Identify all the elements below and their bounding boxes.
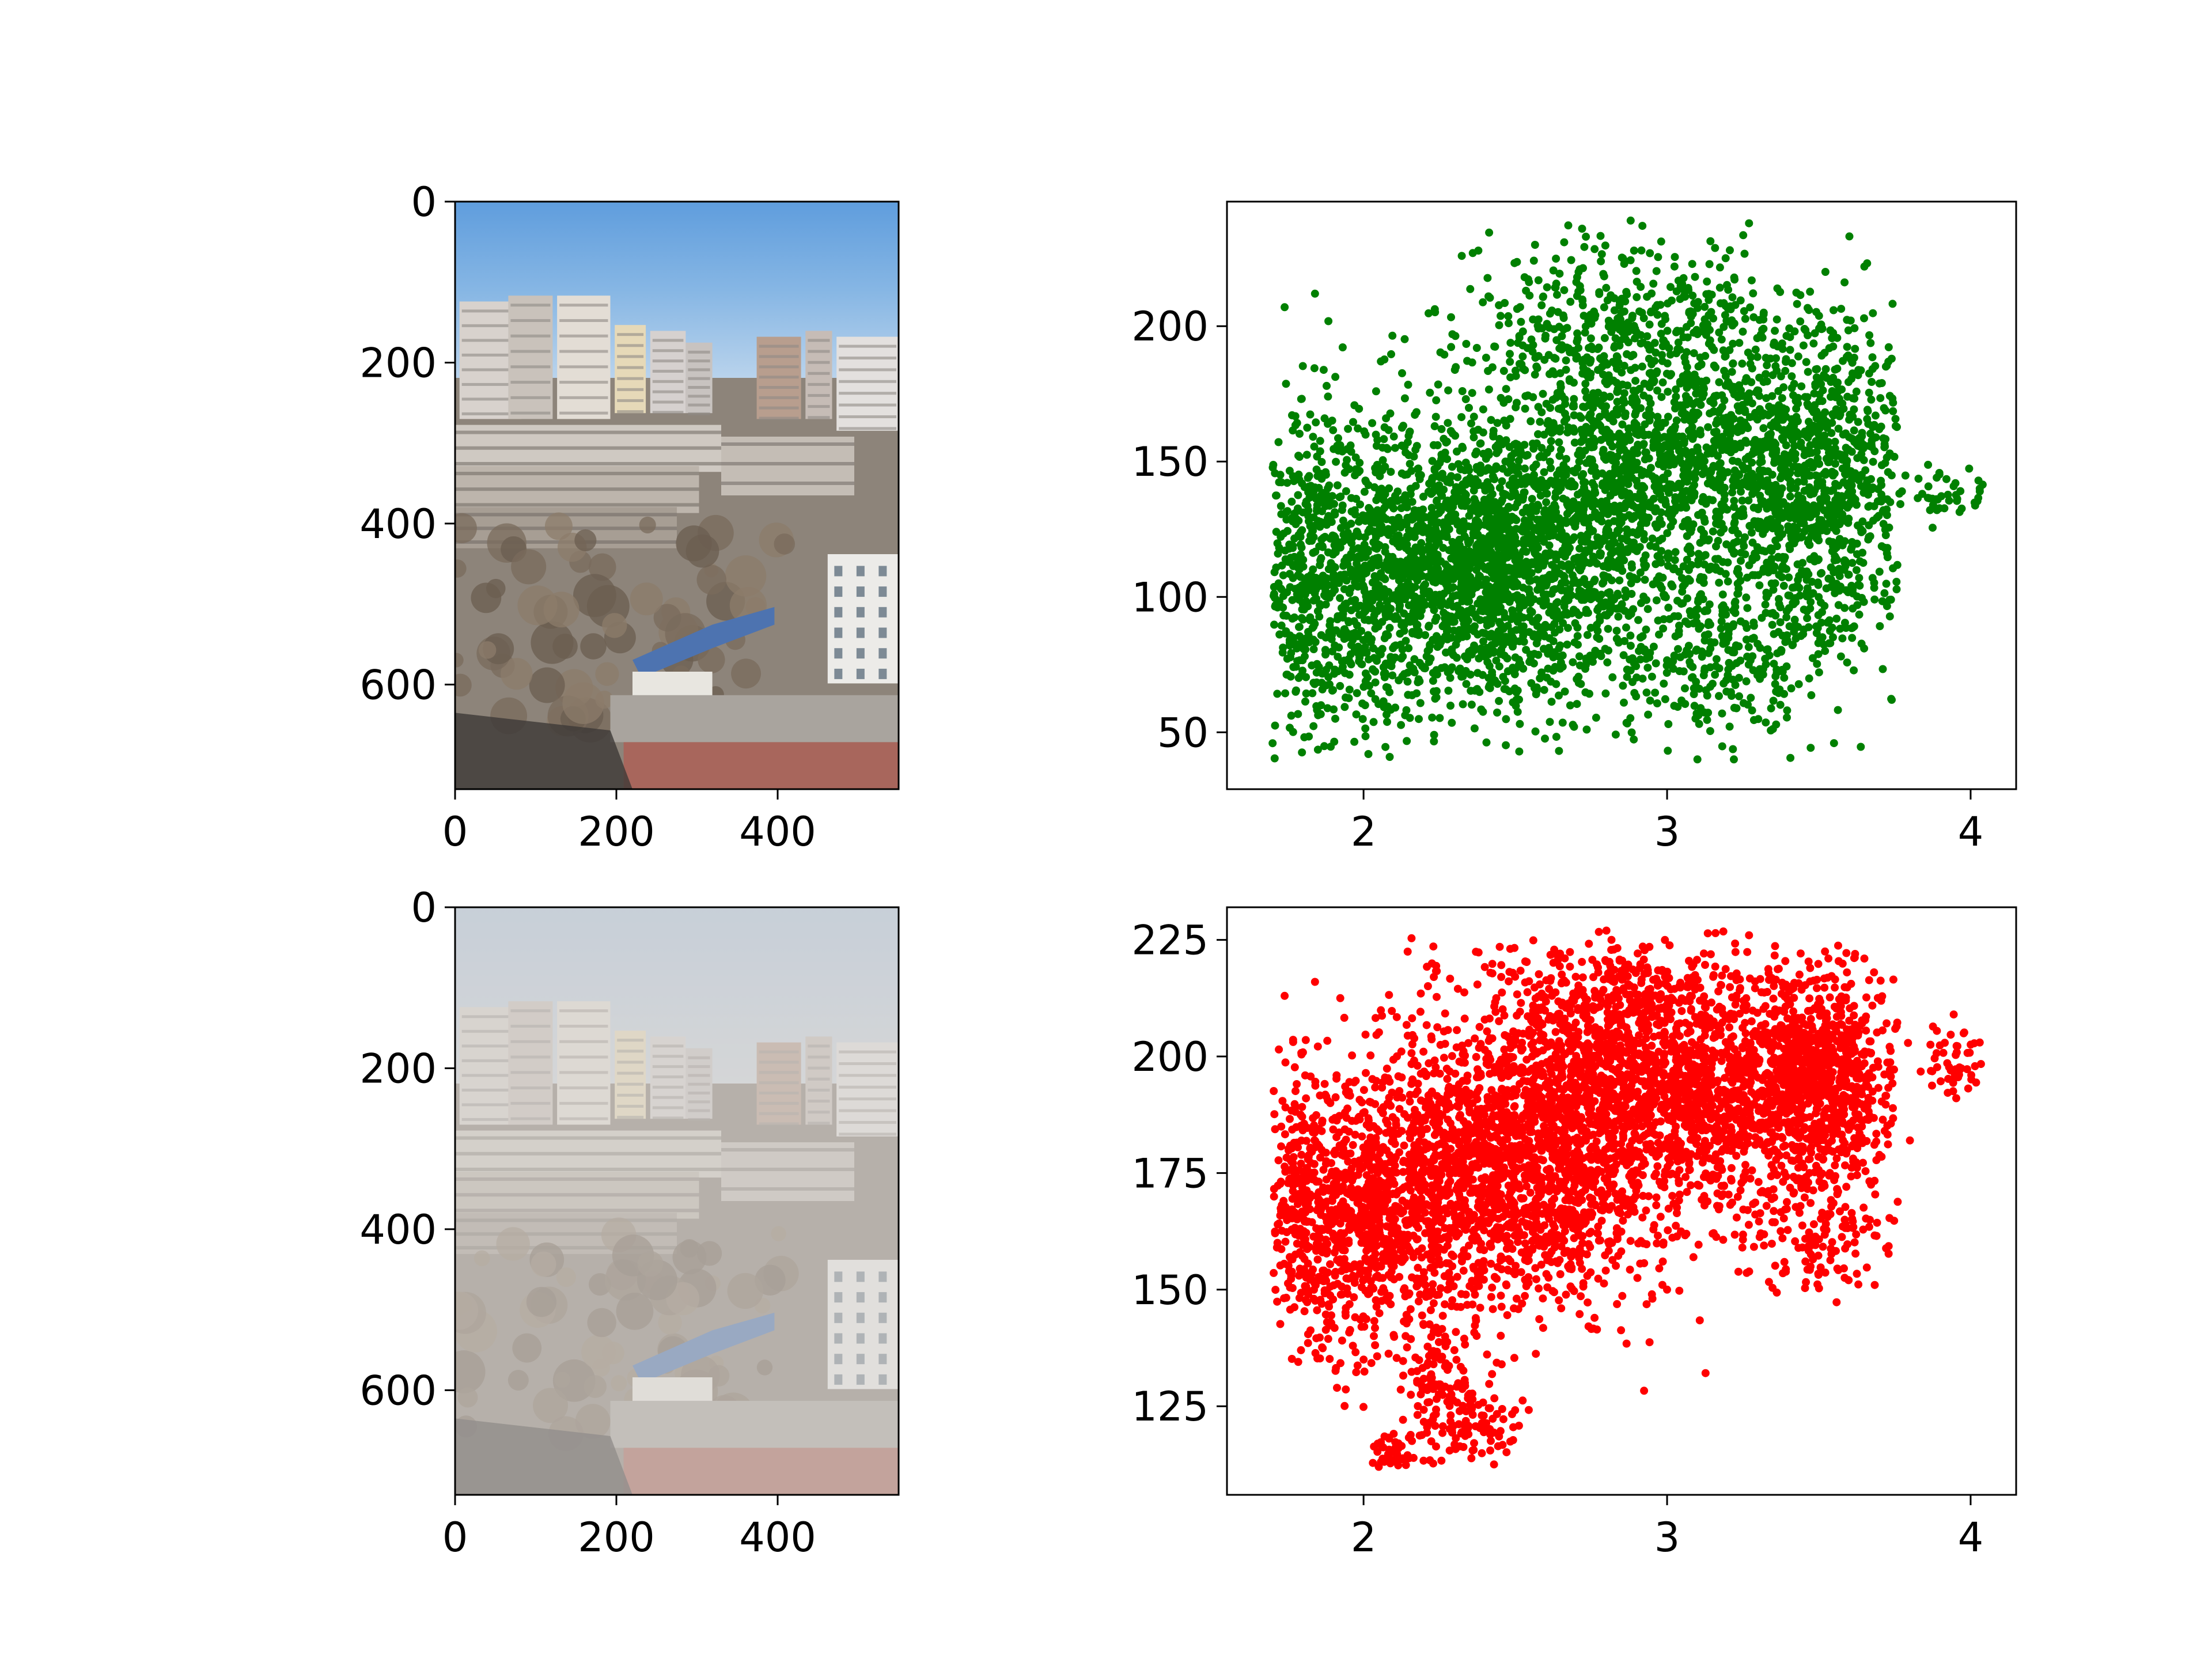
x-tick-label: 200 <box>578 808 655 855</box>
haze-overlay <box>455 907 899 1495</box>
tower <box>557 296 611 419</box>
clear-image-panel: 0 200 400 0 200 400 600 <box>359 179 900 855</box>
x-tick-label: 0 <box>442 1514 468 1561</box>
y-tick-label: 0 <box>411 884 437 931</box>
courtyard <box>610 695 899 743</box>
scatter-marks <box>1268 216 1987 764</box>
y-tick-label: 600 <box>359 1367 437 1414</box>
y-tick-label: 200 <box>1131 303 1209 350</box>
x-tick-label: 2 <box>1351 808 1377 855</box>
scatter-marks <box>1270 926 1985 1471</box>
x-tick-label: 400 <box>739 808 816 855</box>
blue-roof <box>632 607 775 678</box>
x-tick-label: 400 <box>739 1514 816 1561</box>
y-tick-label: 125 <box>1131 1383 1209 1430</box>
apartment-block <box>721 437 854 495</box>
red-track <box>623 742 899 789</box>
x-tick-label: 200 <box>578 1514 655 1561</box>
tower <box>508 296 553 419</box>
hazy-image-frame <box>454 906 900 1496</box>
green-scatter-points <box>1268 216 1987 764</box>
y-tick-label: 50 <box>1157 709 1209 756</box>
y-tick-label: 175 <box>1131 1150 1209 1197</box>
y-tick-label: 200 <box>359 339 437 387</box>
hazy-image-axis-ticks: 0 200 400 0 200 400 600 <box>359 884 816 1561</box>
clear-city-photo <box>455 202 899 789</box>
tower <box>615 325 646 414</box>
green-scatter-frame <box>1226 200 2017 790</box>
hazy-image-panel: 0 200 400 0 200 400 600 <box>359 884 900 1561</box>
tower <box>836 336 899 431</box>
hazy-city-photo <box>455 907 899 1495</box>
y-tick-label: 200 <box>1131 1033 1209 1081</box>
red-scatter-points <box>1270 926 1985 1471</box>
red-scatter-axis-ticks: 2 3 4 125 150 175 200 225 <box>1131 917 1983 1561</box>
clear-image-frame <box>454 200 900 790</box>
y-tick-label: 600 <box>359 661 437 709</box>
y-tick-label: 400 <box>359 1206 437 1253</box>
y-tick-label: 200 <box>359 1045 437 1092</box>
x-tick-label: 4 <box>1958 1514 1984 1561</box>
tower <box>805 331 832 419</box>
green-scatter-panel: 2 3 4 50 100 150 200 <box>1131 200 2017 855</box>
x-tick-label: 3 <box>1654 1514 1680 1561</box>
clear-image-axis-ticks: 0 200 400 0 200 400 600 <box>359 179 816 855</box>
x-tick-label: 3 <box>1654 808 1680 855</box>
y-tick-label: 150 <box>1131 438 1209 486</box>
red-scatter-panel: 2 3 4 125 150 175 200 225 <box>1131 906 2017 1561</box>
green-scatter-axis-ticks: 2 3 4 50 100 150 200 <box>1131 303 1983 855</box>
y-tick-label: 400 <box>359 501 437 548</box>
y-tick-label: 0 <box>411 179 437 226</box>
red-scatter-frame <box>1226 906 2017 1496</box>
y-tick-label: 225 <box>1131 917 1209 964</box>
x-tick-label: 2 <box>1351 1514 1377 1561</box>
x-tick-label: 4 <box>1958 808 1984 855</box>
y-tick-label: 100 <box>1131 574 1209 621</box>
y-tick-label: 150 <box>1131 1267 1209 1314</box>
shadow <box>455 713 632 789</box>
x-tick-label: 0 <box>442 808 468 855</box>
